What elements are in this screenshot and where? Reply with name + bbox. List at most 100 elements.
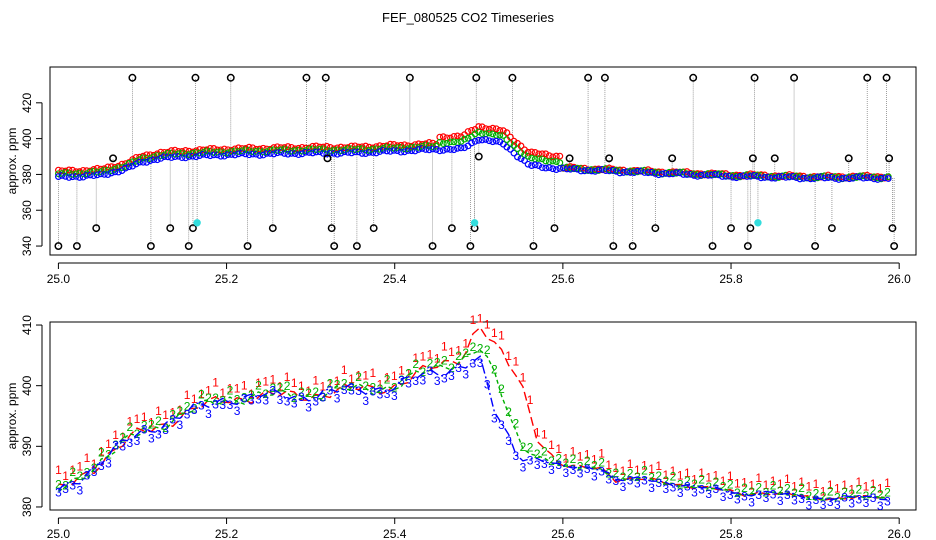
series-marker-2: 2	[748, 485, 755, 499]
series-marker-1: 1	[705, 470, 712, 484]
series-marker-1: 1	[134, 412, 141, 426]
series-marker-2: 2	[448, 361, 455, 375]
trace-point-green	[549, 157, 557, 165]
series-marker-1: 1	[627, 457, 634, 471]
trace-point-red	[800, 172, 807, 180]
series-marker-1: 1	[441, 340, 448, 354]
series-marker-1: 1	[770, 474, 777, 488]
series-marker-2: 2	[477, 341, 484, 355]
trace-point-green	[316, 145, 324, 153]
trace-point-blue	[489, 138, 497, 146]
series-marker-3: 3	[84, 469, 91, 483]
series-marker-3: 3	[498, 418, 505, 432]
series-marker-1: 1	[234, 382, 241, 396]
series-marker-1: 1	[848, 482, 855, 496]
series-marker-2: 2	[327, 377, 334, 391]
trace-point-blue	[408, 147, 415, 155]
series-marker-2: 2	[420, 365, 427, 379]
series-marker-3: 3	[577, 467, 584, 481]
trace-point-red	[175, 147, 182, 155]
outlier-point-cyan	[754, 219, 762, 227]
trace-point-red	[104, 163, 112, 171]
trace-point-blue	[189, 152, 196, 160]
series-marker-2: 2	[548, 454, 555, 468]
trace-point-red	[238, 145, 246, 152]
outlier-point-cyan	[193, 219, 201, 227]
trace-point-blue	[884, 175, 892, 182]
series-marker-1: 1	[305, 384, 312, 398]
trace-point-blue	[658, 170, 666, 178]
series-marker-1: 1	[863, 480, 870, 494]
series-marker-1: 1	[777, 477, 784, 491]
series-marker-3: 3	[62, 482, 69, 496]
trace-point-blue	[86, 171, 94, 179]
trace-point-red	[507, 133, 514, 141]
trace-point-green	[485, 129, 493, 137]
trace-point-red	[83, 167, 91, 175]
outlier-point-black	[885, 154, 894, 163]
outlier-point-black	[226, 73, 235, 82]
series-marker-3: 3	[834, 498, 841, 512]
series-marker-2: 2	[798, 481, 805, 495]
outlier-point-black	[352, 242, 361, 250]
trace-point-blue	[574, 165, 581, 173]
trace-point-red	[454, 132, 461, 140]
series-marker-1: 1	[105, 437, 112, 451]
series-marker-1: 1	[398, 363, 405, 377]
series-marker-1: 1	[262, 374, 269, 388]
trace-point-blue	[683, 171, 691, 178]
outlier-point-black	[689, 73, 698, 82]
bottom-axes: 25.0 25.2 25.4 25.6 25.8 26.0 380 390 400 410	[20, 315, 911, 540]
trace-point-blue	[672, 169, 680, 176]
trace-point-blue	[397, 148, 405, 156]
trace-point-green	[821, 172, 829, 180]
trace-point-blue	[418, 145, 426, 152]
outlier-point-black	[770, 154, 779, 163]
trace-point-blue	[609, 166, 617, 174]
trace-point-blue	[139, 158, 147, 166]
series-marker-3: 3	[412, 374, 419, 388]
series-marker-3: 3	[584, 462, 591, 476]
trace-point-green	[528, 154, 535, 162]
series-marker-3: 3	[763, 491, 770, 505]
series-marker-1: 1	[498, 328, 505, 342]
outlier-point-black	[827, 224, 836, 233]
bottom-y-tick-label: 410	[20, 315, 34, 335]
series-marker-1: 1	[341, 363, 348, 377]
trace-point-red	[263, 145, 271, 153]
series-marker-3: 3	[627, 474, 634, 488]
outlier-point-black	[268, 224, 277, 233]
series-marker-1: 1	[555, 442, 562, 456]
trace-point-red	[316, 143, 324, 151]
trace-point-blue	[605, 167, 613, 175]
series-marker-3: 3	[455, 361, 462, 375]
trace-point-blue	[252, 150, 260, 158]
series-marker-3: 3	[177, 418, 184, 432]
trace-point-red	[72, 168, 80, 176]
bottom-y-tick-label: 400	[20, 375, 34, 395]
trace-point-blue	[379, 146, 387, 154]
series-marker-3: 3	[798, 492, 805, 506]
trace-point-blue	[475, 136, 483, 144]
series-marker-3: 3	[141, 423, 148, 437]
outlier-point-black	[405, 73, 414, 82]
series-marker-3: 3	[470, 357, 477, 371]
series-marker-1: 1	[491, 326, 498, 340]
trace-point-blue	[856, 173, 864, 181]
series-marker-3: 3	[212, 397, 219, 411]
series-marker-2: 2	[177, 404, 184, 418]
trace-point-blue	[552, 166, 560, 174]
series-marker-2: 2	[384, 373, 391, 387]
trace-point-blue	[143, 158, 151, 166]
trace-point-blue	[454, 144, 461, 152]
series-marker-3: 3	[884, 495, 891, 509]
outlier-point-black	[882, 73, 891, 82]
series-marker-3: 3	[319, 390, 326, 404]
trace-point-red	[492, 125, 500, 133]
trace-point-green	[107, 167, 115, 175]
series-marker-1: 1	[84, 451, 91, 465]
series-marker-1: 1	[512, 355, 519, 369]
series-marker-2: 2	[98, 445, 105, 459]
series-marker-1: 1	[370, 366, 377, 380]
trace-point-blue	[507, 145, 514, 153]
